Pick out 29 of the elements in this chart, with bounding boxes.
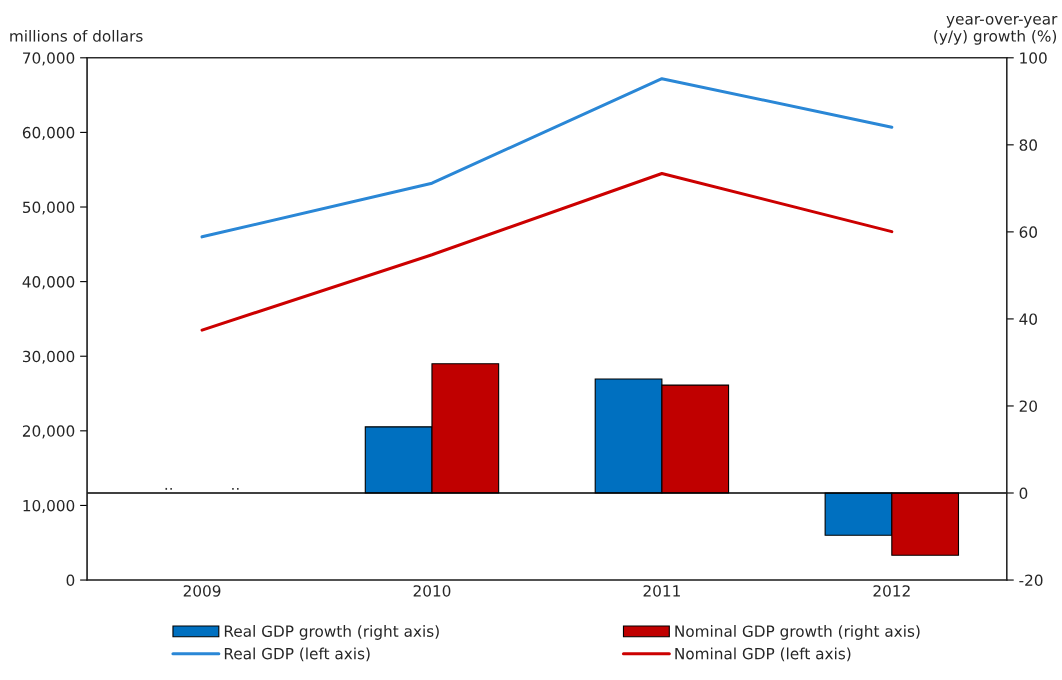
y-tick-label: 20,000 bbox=[22, 425, 75, 439]
y2-tick-label: 100 bbox=[1020, 52, 1047, 64]
y2-tick-label: 40 bbox=[1019, 313, 1038, 325]
y2-tick-label: 0 bbox=[1019, 487, 1028, 500]
text: .. bbox=[232, 487, 239, 490]
y-tick-label: 70,000 bbox=[23, 52, 75, 66]
y-tick-label: 30,000 bbox=[22, 350, 75, 364]
line-series bbox=[200, 171, 894, 332]
y-tick-label: 50,000 bbox=[23, 201, 75, 215]
x-tick-label: 2010 bbox=[413, 585, 451, 597]
y2-tick-label: -20 bbox=[1019, 574, 1043, 587]
line-series bbox=[200, 77, 894, 239]
y-tick-label: 10,000 bbox=[23, 499, 75, 514]
text: .. bbox=[165, 487, 172, 490]
legend-label: Nominal GDP (left axis) bbox=[675, 647, 851, 662]
y-tick-label: 0 bbox=[66, 574, 75, 587]
x-tick-label: 2011 bbox=[643, 585, 680, 597]
y2-tick-label: 60 bbox=[1019, 226, 1038, 238]
x-tick-label: 2012 bbox=[873, 585, 910, 597]
y2-tick-label: 80 bbox=[1019, 139, 1038, 151]
x-tick-label: 2009 bbox=[183, 585, 221, 597]
y2-axis-title: year-over-year (y/y) growth (%) bbox=[934, 15, 1058, 45]
legend-label: Nominal GDP growth (right axis) bbox=[675, 625, 920, 640]
legend-label: Real GDP (left axis) bbox=[224, 647, 370, 662]
y-tick-label: 60,000 bbox=[22, 126, 75, 140]
legend-label: Real GDP growth (right axis) bbox=[224, 625, 439, 640]
y-axis-title: millions of dollars bbox=[10, 29, 143, 42]
y2-tick-label: 20 bbox=[1019, 400, 1038, 412]
y-tick-label: 40,000 bbox=[22, 276, 75, 290]
